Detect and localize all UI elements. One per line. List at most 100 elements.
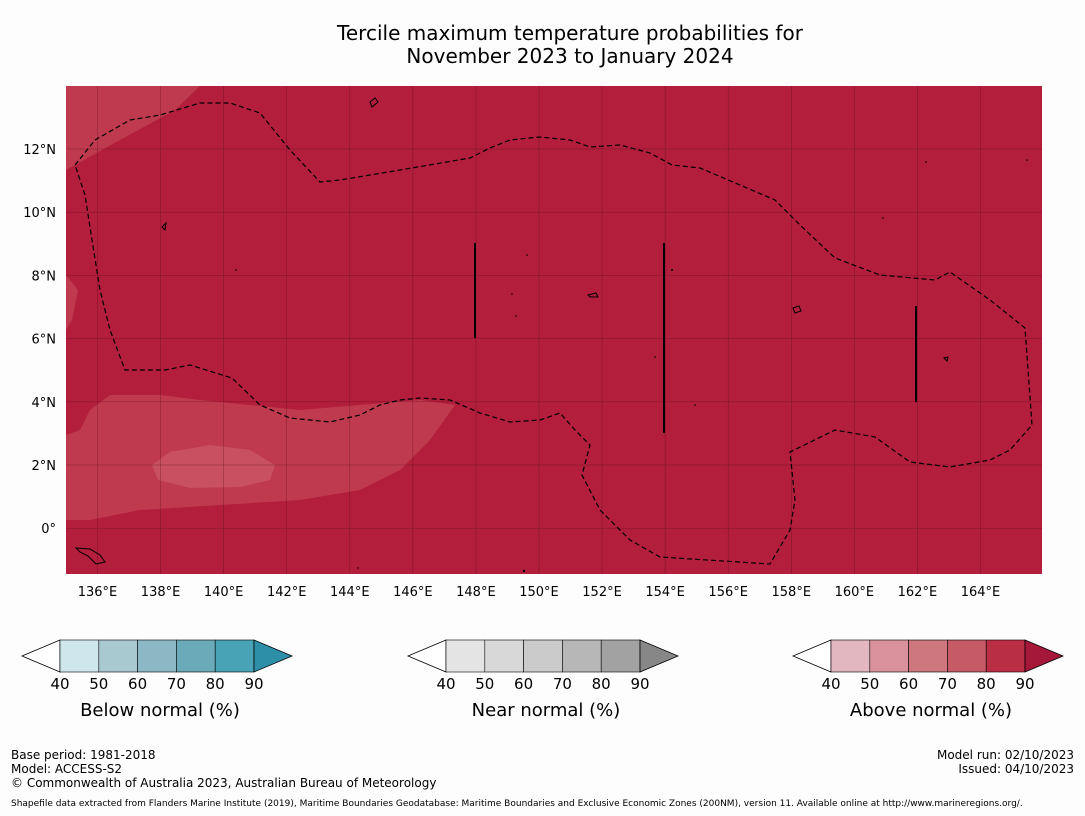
colorbar-segment: [523, 639, 563, 673]
latitude-tick-label: 4°N: [32, 396, 57, 411]
colorbar-extend-high: [639, 639, 680, 673]
title-line-2: November 2023 to January 2024: [406, 44, 734, 68]
colorbar-tick-label: 40: [50, 675, 69, 693]
longitude-tick-label: 148°E: [456, 585, 496, 600]
island-outline: [369, 97, 379, 108]
colorbar-extend-low: [20, 639, 61, 673]
islet: [671, 269, 673, 271]
islet: [235, 269, 237, 271]
shapefile-credit: Shapefile data extracted from Flanders M…: [11, 799, 1023, 809]
colorbar-segment: [484, 639, 524, 673]
legend-caption: Below normal (%): [80, 700, 240, 721]
footer-right: Model run: 02/10/2023 Issued: 04/10/2023: [937, 748, 1074, 776]
islet: [1026, 159, 1028, 161]
longitude-tick-label: 162°E: [898, 585, 938, 600]
longitude-tick-label: 164°E: [961, 585, 1001, 600]
longitude-labels: 136°E 138°E 140°E 142°E 144°E 146°E 148°E 150°E…: [78, 585, 1001, 600]
longitude-tick-label: 156°E: [708, 585, 748, 600]
island-outline: [943, 356, 949, 362]
latitude-labels: 12°N 10°N 8°N 6°N 4°N 2°N 0°: [23, 143, 56, 537]
islet: [526, 254, 528, 256]
latitude-tick-label: 6°N: [32, 333, 57, 348]
colorbar-tick-label: 70: [167, 675, 186, 693]
copyright: © Commonwealth of Australia 2023, Austra…: [11, 776, 437, 790]
island-outline: [161, 221, 167, 232]
colorbar-tick-label: 60: [514, 675, 533, 693]
colorbar-extend-high: [1024, 639, 1065, 673]
legend-caption: Above normal (%): [849, 700, 1013, 721]
colorbar-tick-label: 60: [128, 675, 147, 693]
title-line-1: Tercile maximum temperature probabilitie…: [337, 21, 803, 45]
islet: [522, 569, 526, 573]
colorbar-tick-label: 90: [1015, 675, 1034, 693]
colorbar-above-normal: 40 50 60 70 80 90: [791, 639, 1065, 693]
longitude-tick-label: 142°E: [267, 585, 307, 600]
colorbar-tick-label: 80: [592, 675, 611, 693]
colorbar-segment: [830, 639, 871, 673]
colorbar-tick-label: 90: [630, 675, 649, 693]
islet: [654, 356, 656, 358]
longitude-tick-label: 146°E: [393, 585, 433, 600]
colorbar-segment: [985, 639, 1026, 673]
longitude-tick-label: 150°E: [519, 585, 559, 600]
islet: [515, 315, 517, 317]
colorbar-segment: [214, 639, 255, 673]
colorbar-segment: [869, 639, 909, 673]
longitude-tick-label: 160°E: [835, 585, 875, 600]
colorbar-segment: [445, 639, 486, 673]
longitude-tick-label: 144°E: [330, 585, 370, 600]
colorbar-extend-low: [791, 639, 832, 673]
islet: [357, 567, 359, 569]
latitude-tick-label: 12°N: [23, 143, 56, 158]
colorbar-tick-label: 40: [821, 675, 840, 693]
latitude-tick-label: 0°: [41, 522, 56, 537]
colorbar-segment: [562, 639, 602, 673]
issued-date: Issued: 04/10/2023: [958, 762, 1074, 776]
island-outline: [74, 547, 106, 565]
longitude-tick-label: 154°E: [645, 585, 685, 600]
longitude-tick-label: 136°E: [78, 585, 118, 600]
colorbar-tick-label: 40: [436, 675, 455, 693]
colorbar-tick-label: 80: [977, 675, 996, 693]
colorbar-segment: [600, 639, 641, 673]
island-outline: [792, 305, 802, 314]
chart-title: Tercile maximum temperature probabilitie…: [0, 22, 1085, 68]
model-run: Model run: 02/10/2023: [936, 748, 1074, 762]
colorbar-tick-label: 70: [938, 675, 957, 693]
legend-caption: Near normal (%): [471, 700, 621, 721]
colorbar-extend-low: [406, 639, 447, 673]
colorbar-near-normal: 40 50 60 70 80 90: [406, 639, 680, 693]
colorbar-segment: [908, 639, 948, 673]
longitude-tick-label: 138°E: [141, 585, 181, 600]
latitude-tick-label: 2°N: [32, 459, 57, 474]
base-period: Base period: 1981-2018: [11, 748, 156, 762]
probability-band-west: [66, 275, 78, 330]
grid-lines: [66, 86, 1042, 574]
colorbar-segment: [947, 639, 987, 673]
longitude-tick-label: 152°E: [582, 585, 622, 600]
colorbar-tick-label: 50: [860, 675, 879, 693]
colorbar-segment: [137, 639, 177, 673]
footer-left: Base period: 1981-2018 Model: ACCESS-S2 …: [11, 748, 436, 790]
colorbar-segment: [176, 639, 216, 673]
colorbar-tick-label: 60: [899, 675, 918, 693]
colorbar-tick-label: 50: [89, 675, 108, 693]
latitude-tick-label: 10°N: [23, 206, 56, 221]
colorbar-tick-label: 70: [553, 675, 572, 693]
longitude-tick-label: 158°E: [772, 585, 812, 600]
colorbar-segment: [59, 639, 100, 673]
island-outline: [587, 292, 599, 298]
islet: [925, 161, 927, 163]
islet: [882, 217, 884, 219]
colorbar-tick-label: 90: [244, 675, 263, 693]
model-name: Model: ACCESS-S2: [11, 762, 123, 776]
islet: [511, 293, 513, 295]
eez-boundary: [74, 102, 1033, 565]
colorbar-extend-high: [253, 639, 294, 673]
probability-band-south-light: [152, 445, 275, 488]
longitude-tick-label: 140°E: [204, 585, 244, 600]
latitude-tick-label: 8°N: [32, 269, 57, 284]
colorbar-below-normal: 40 50 60 70 80 90: [20, 639, 294, 693]
colorbar-segment: [98, 639, 138, 673]
